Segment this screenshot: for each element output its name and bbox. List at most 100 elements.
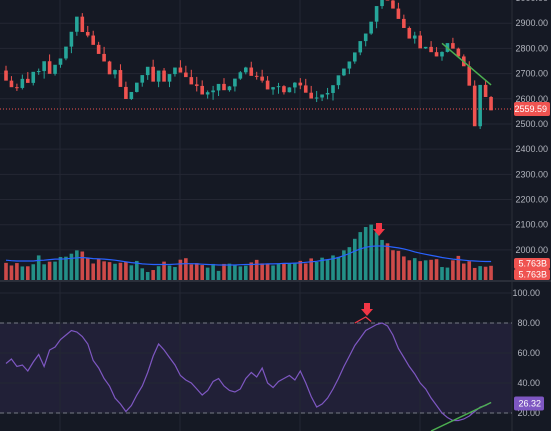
volume-bar xyxy=(287,263,292,280)
rsi-pane xyxy=(0,322,512,422)
candle-body xyxy=(358,41,363,53)
candle-body xyxy=(451,43,455,49)
volume-bar xyxy=(184,258,188,280)
rsi-band-fill xyxy=(0,323,512,413)
volume-bar xyxy=(254,259,259,280)
volume-bar xyxy=(374,232,379,280)
price-trendline xyxy=(441,42,492,86)
candle-body xyxy=(456,48,461,57)
volume-bar xyxy=(489,265,493,280)
volume-bar xyxy=(271,265,275,280)
rsi-axis-label: 40.00 xyxy=(517,378,540,388)
candle-body xyxy=(489,97,493,111)
volume-bar xyxy=(178,259,183,280)
volume-bar xyxy=(451,260,455,280)
volume-bar xyxy=(467,261,472,280)
volume-bar xyxy=(53,261,57,280)
volume-tag xyxy=(514,269,550,280)
last-price-tag xyxy=(514,101,550,116)
volume-bar xyxy=(189,264,194,280)
volume-bar xyxy=(249,262,254,280)
volume-bar xyxy=(445,267,450,280)
volume-bar xyxy=(211,263,215,280)
volume-bar xyxy=(358,232,363,280)
volume-bar xyxy=(407,260,412,280)
candle-body xyxy=(331,85,335,93)
volume-bar xyxy=(233,264,237,280)
price-axis-label: 2000.00 xyxy=(515,245,548,255)
candle-body xyxy=(189,77,194,85)
volume-bar xyxy=(47,261,52,280)
candle-body xyxy=(91,35,95,45)
candle-body xyxy=(391,0,395,9)
volume-bar xyxy=(418,261,422,280)
volume-bar xyxy=(107,262,112,280)
candle-body xyxy=(9,80,14,88)
volume-bar xyxy=(118,262,123,280)
candle-body xyxy=(347,61,352,69)
candle-body xyxy=(31,71,36,83)
candle-body xyxy=(107,61,112,75)
price-axis-label: 2800.00 xyxy=(515,43,548,53)
candle-body xyxy=(80,16,85,33)
volume-bar xyxy=(303,263,308,280)
volume-bar xyxy=(320,257,324,280)
candle-body xyxy=(276,86,281,88)
candle-body xyxy=(194,84,199,86)
volume-bar xyxy=(342,250,346,280)
candle-body xyxy=(129,91,134,100)
candle-body xyxy=(314,97,319,99)
volume-bar xyxy=(4,262,8,280)
volume-bar xyxy=(380,239,384,280)
candle-body xyxy=(26,78,30,83)
volume-bar xyxy=(238,266,243,280)
candle-body xyxy=(298,82,303,86)
rsi-axis-label: 20.00 xyxy=(517,408,540,418)
volume-bar xyxy=(91,263,95,280)
volume-bar xyxy=(124,261,128,280)
volume-bar xyxy=(265,263,270,280)
volume-bar xyxy=(429,259,433,280)
volume-ma-line xyxy=(5,245,492,266)
candle-body xyxy=(407,27,412,39)
candle-body xyxy=(200,85,204,95)
volume-bar xyxy=(31,264,36,280)
price-axis-label: 2900.00 xyxy=(515,18,548,28)
volume-tag xyxy=(514,258,550,269)
volume-bar xyxy=(396,250,401,280)
candle-body xyxy=(353,52,357,62)
candle-body xyxy=(42,61,46,72)
volume-tag-label: 5.763B xyxy=(518,259,547,269)
candle-body xyxy=(85,32,90,36)
volume-bar xyxy=(75,250,79,280)
candle-body xyxy=(412,35,417,39)
volume-bar xyxy=(145,272,150,280)
candle-body xyxy=(363,33,368,42)
volume-bar xyxy=(276,263,281,280)
volume-bar xyxy=(173,267,177,280)
candle-body xyxy=(118,70,123,87)
volume-bar xyxy=(20,266,25,280)
volume-bar xyxy=(353,238,357,280)
candle-body xyxy=(124,86,128,100)
volume-bar xyxy=(96,259,101,280)
volume-bar xyxy=(412,258,417,280)
volume-bar xyxy=(58,256,63,280)
candle-body xyxy=(156,70,161,82)
volume-bar xyxy=(472,267,477,280)
candle-body xyxy=(184,72,188,78)
candle-body xyxy=(216,83,221,91)
volume-bar xyxy=(15,263,19,280)
volume-bar xyxy=(369,224,373,280)
candle-body xyxy=(244,67,248,73)
volume-bar xyxy=(440,267,444,280)
candle-body xyxy=(429,46,433,53)
volume-bar xyxy=(260,263,264,280)
price-pane xyxy=(0,0,512,129)
candle-body xyxy=(233,78,237,87)
candle-body xyxy=(178,67,183,73)
candle-body xyxy=(53,64,57,74)
rsi-axis-label: 80.00 xyxy=(517,318,540,328)
candle-body xyxy=(15,87,19,89)
